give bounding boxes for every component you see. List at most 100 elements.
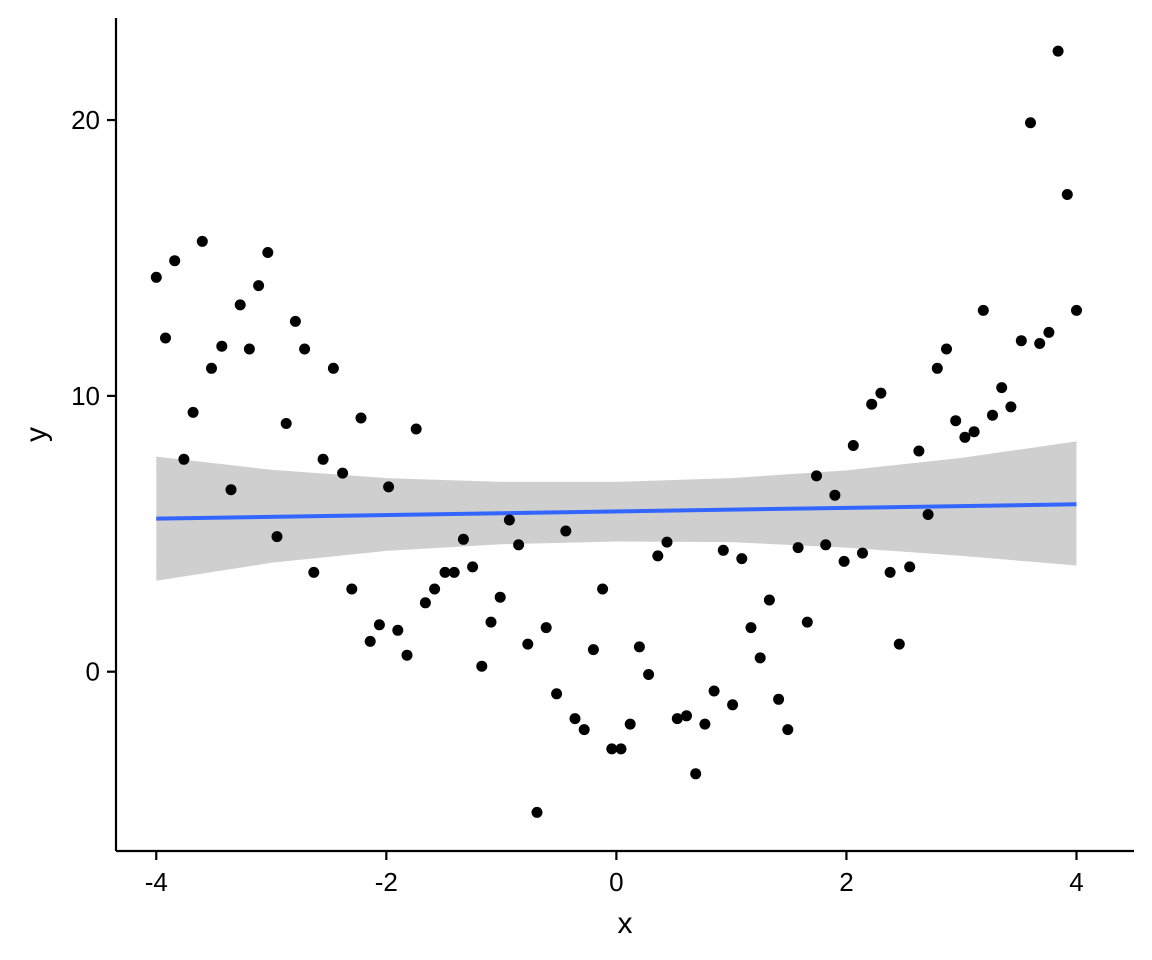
data-point-4: [187, 406, 199, 418]
data-point-15: [289, 315, 301, 327]
data-point-98: [1061, 189, 1073, 200]
data-point-73: [829, 489, 841, 501]
data-point-47: [587, 644, 599, 656]
data-point-99: [1071, 304, 1082, 316]
data-point-81: [904, 561, 916, 573]
x-tick-label: -2: [375, 867, 398, 897]
x-tick-label: -4: [145, 867, 168, 897]
data-point-25: [383, 481, 395, 493]
data-point-1: [160, 332, 171, 344]
data-point-3: [178, 453, 190, 465]
data-point-57: [681, 710, 692, 722]
data-point-49: [606, 743, 618, 755]
data-point-56: [671, 713, 683, 725]
data-point-93: [1015, 335, 1027, 347]
fit-line-layer: [156, 502, 1077, 521]
data-point-14: [280, 418, 292, 429]
data-point-62: [727, 699, 739, 711]
data-point-94: [1025, 117, 1036, 129]
y-tick-label: 0: [86, 657, 100, 687]
data-point-68: [782, 724, 794, 736]
data-point-42: [540, 622, 552, 634]
x-tick-label: 4: [1069, 867, 1083, 897]
data-point-48: [597, 583, 609, 595]
data-point-43: [551, 688, 563, 700]
data-point-82: [913, 445, 925, 457]
data-point-2: [169, 255, 181, 267]
data-point-87: [959, 431, 971, 443]
data-point-20: [337, 467, 349, 479]
data-point-36: [485, 616, 497, 628]
data-point-84: [931, 362, 943, 374]
data-point-17: [308, 566, 320, 578]
data-point-27: [401, 649, 413, 661]
data-point-6: [206, 362, 217, 374]
data-point-19: [327, 362, 339, 374]
data-points-layer: [150, 45, 1082, 818]
data-point-34: [467, 561, 479, 573]
data-point-30: [429, 583, 441, 595]
data-point-8: [225, 484, 237, 496]
data-point-50: [615, 743, 627, 755]
fit-line: [156, 502, 1077, 521]
data-point-38: [503, 514, 515, 526]
data-point-78: [875, 387, 887, 399]
data-point-92: [1005, 401, 1017, 413]
data-point-44: [560, 525, 572, 537]
ticks-layer: -4 -2 0 2 4 0 10 20: [71, 105, 1084, 897]
data-point-52: [633, 641, 645, 653]
y-tick-label: 20: [71, 105, 100, 135]
data-point-95: [1034, 338, 1046, 349]
data-point-9: [234, 299, 246, 311]
data-point-35: [476, 660, 488, 672]
data-point-41: [531, 806, 543, 818]
data-point-22: [355, 412, 367, 424]
data-point-88: [968, 426, 980, 438]
data-point-5: [196, 235, 208, 247]
data-point-46: [578, 724, 590, 736]
data-point-45: [569, 713, 581, 725]
data-point-65: [754, 652, 766, 664]
data-point-16: [299, 343, 311, 355]
data-point-0: [150, 271, 162, 283]
data-point-23: [364, 635, 376, 647]
data-point-76: [857, 547, 868, 559]
data-point-75: [847, 440, 859, 451]
data-point-51: [624, 718, 636, 730]
data-point-58: [690, 768, 702, 780]
data-point-67: [773, 693, 785, 705]
data-point-55: [661, 536, 673, 548]
x-axis-title: x: [618, 907, 633, 940]
data-point-24: [373, 619, 385, 631]
data-point-10: [243, 343, 255, 355]
data-point-72: [820, 539, 832, 551]
data-point-70: [801, 616, 813, 628]
x-tick-label: 2: [839, 867, 853, 897]
data-point-63: [736, 553, 748, 565]
data-point-80: [893, 638, 905, 650]
data-point-11: [253, 280, 265, 292]
data-point-66: [763, 594, 775, 606]
data-point-91: [996, 382, 1008, 394]
data-point-64: [745, 622, 757, 634]
data-point-32: [448, 566, 460, 578]
data-point-29: [419, 597, 431, 609]
data-point-7: [216, 340, 228, 352]
x-tick-label: 0: [609, 867, 623, 897]
data-point-69: [792, 542, 804, 554]
data-point-77: [866, 398, 878, 410]
data-point-60: [708, 685, 720, 697]
data-point-59: [699, 718, 711, 730]
y-axis-title: y: [20, 427, 53, 442]
data-point-54: [652, 550, 664, 562]
data-point-83: [922, 509, 934, 520]
data-point-13: [271, 531, 283, 543]
data-point-39: [513, 539, 525, 551]
data-point-74: [838, 555, 850, 567]
data-point-28: [410, 423, 422, 435]
data-point-18: [317, 453, 329, 465]
data-point-40: [522, 638, 534, 650]
data-point-71: [811, 470, 822, 482]
